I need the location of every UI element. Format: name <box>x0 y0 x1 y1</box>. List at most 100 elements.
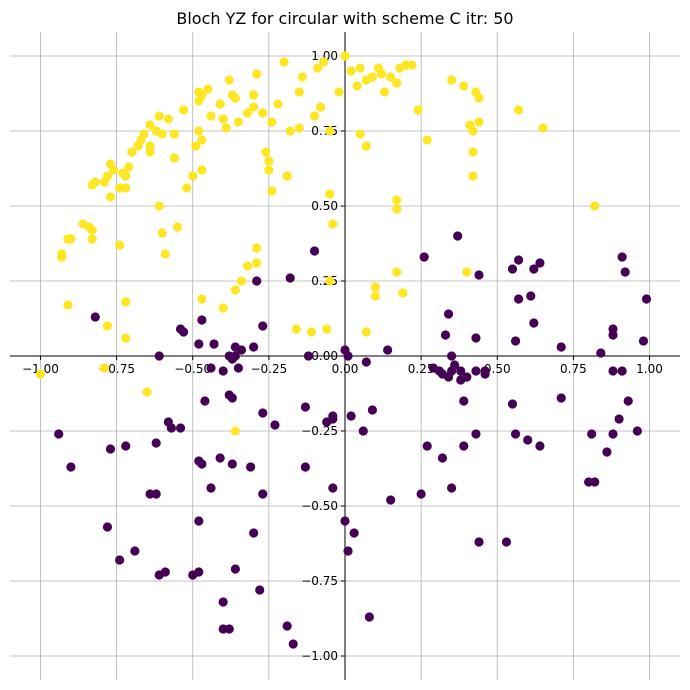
data-point-yellow <box>221 123 231 133</box>
data-point-purple <box>270 420 280 430</box>
data-point-purple <box>513 294 524 304</box>
data-point-yellow <box>590 201 600 211</box>
data-point-yellow <box>87 234 97 244</box>
data-point-purple <box>197 315 207 325</box>
data-point-purple <box>556 393 566 403</box>
data-point-yellow <box>194 96 204 106</box>
data-point-yellow <box>172 222 183 232</box>
data-point-yellow <box>346 66 356 76</box>
data-point-yellow <box>474 117 484 127</box>
y-tick-label: −0.75 <box>301 574 338 588</box>
data-point-yellow <box>273 99 283 109</box>
data-point-yellow <box>233 117 244 127</box>
data-point-yellow <box>218 303 228 313</box>
data-point-yellow <box>115 183 125 193</box>
data-point-purple <box>102 522 113 532</box>
data-point-purple <box>507 399 518 409</box>
data-point-purple <box>474 537 484 547</box>
data-point-yellow <box>386 72 396 82</box>
data-point-yellow <box>325 126 335 136</box>
data-point-purple <box>358 426 368 436</box>
data-point-yellow <box>206 111 216 121</box>
data-point-purple <box>587 429 597 439</box>
data-point-purple <box>590 477 600 487</box>
data-point-purple <box>200 396 210 406</box>
data-point-purple <box>194 516 204 526</box>
data-point-yellow <box>392 78 402 88</box>
data-point-purple <box>258 321 268 331</box>
data-point-purple <box>459 441 469 451</box>
data-point-purple <box>416 489 426 499</box>
data-point-purple <box>386 495 396 505</box>
data-point-yellow <box>392 267 402 277</box>
data-point-yellow <box>99 363 110 373</box>
data-point-yellow <box>154 111 164 121</box>
x-tick-label: 0.25 <box>408 362 435 376</box>
data-point-yellow <box>367 72 378 82</box>
data-point-purple <box>215 453 225 463</box>
data-point-yellow <box>157 228 167 238</box>
data-point-purple <box>197 459 207 469</box>
data-point-yellow <box>322 324 332 334</box>
data-point-yellow <box>236 276 247 286</box>
data-point-yellow <box>87 180 97 190</box>
data-point-yellow <box>242 261 253 271</box>
data-point-purple <box>121 441 131 451</box>
x-tick-label: 0.50 <box>484 362 511 376</box>
x-tick-label: 1.00 <box>636 362 663 376</box>
data-point-purple <box>529 264 539 274</box>
data-point-yellow <box>35 369 46 379</box>
data-point-yellow <box>163 114 173 124</box>
data-point-purple <box>154 351 164 361</box>
data-point-yellow <box>249 102 259 112</box>
data-point-yellow <box>352 81 362 91</box>
data-point-yellow <box>102 321 113 331</box>
data-point-purple <box>285 273 295 283</box>
data-point-purple <box>233 363 244 373</box>
data-point-yellow <box>154 201 164 211</box>
data-point-yellow <box>319 57 329 67</box>
data-point-purple <box>343 546 353 556</box>
data-point-purple <box>638 336 649 346</box>
data-point-yellow <box>252 258 262 268</box>
data-point-yellow <box>191 141 201 151</box>
data-point-purple <box>258 408 268 418</box>
axis-ticks: −1.00 −0.75 −0.50 −0.25 0.00 0.25 0.50 0.75 1.00… <box>22 49 663 663</box>
x-tick-label: −0.25 <box>250 362 287 376</box>
data-point-yellow <box>340 51 350 61</box>
data-point-purple <box>632 426 642 436</box>
data-point-yellow <box>169 153 180 163</box>
data-point-purple <box>206 483 216 493</box>
data-point-purple <box>596 348 606 358</box>
data-point-purple <box>608 429 618 439</box>
data-point-yellow <box>325 276 335 286</box>
data-point-yellow <box>160 249 170 259</box>
data-point-yellow <box>142 387 152 397</box>
data-point-yellow <box>392 195 402 205</box>
data-point-purple <box>535 258 545 268</box>
data-point-purple <box>300 402 311 412</box>
x-tick-label: −0.50 <box>174 362 211 376</box>
data-point-yellow <box>252 69 262 79</box>
data-point-yellow <box>227 90 237 100</box>
data-point-purple <box>282 621 292 631</box>
data-point-purple <box>617 252 627 262</box>
data-points <box>35 51 652 649</box>
data-point-yellow <box>145 147 155 157</box>
data-point-purple <box>166 423 177 433</box>
data-point-purple <box>383 345 393 355</box>
data-point-yellow <box>334 87 344 97</box>
data-point-purple <box>343 351 353 361</box>
data-point-yellow <box>230 285 240 295</box>
data-point-yellow <box>379 87 390 97</box>
data-point-yellow <box>63 234 73 244</box>
y-tick-label: 1.00 <box>311 49 338 63</box>
data-point-yellow <box>249 90 259 100</box>
data-point-yellow <box>282 171 292 181</box>
data-point-purple <box>641 294 652 304</box>
data-point-purple <box>440 330 451 340</box>
data-point-yellow <box>325 189 335 199</box>
data-point-yellow <box>252 243 262 253</box>
data-point-purple <box>471 333 481 343</box>
data-point-purple <box>90 312 100 322</box>
